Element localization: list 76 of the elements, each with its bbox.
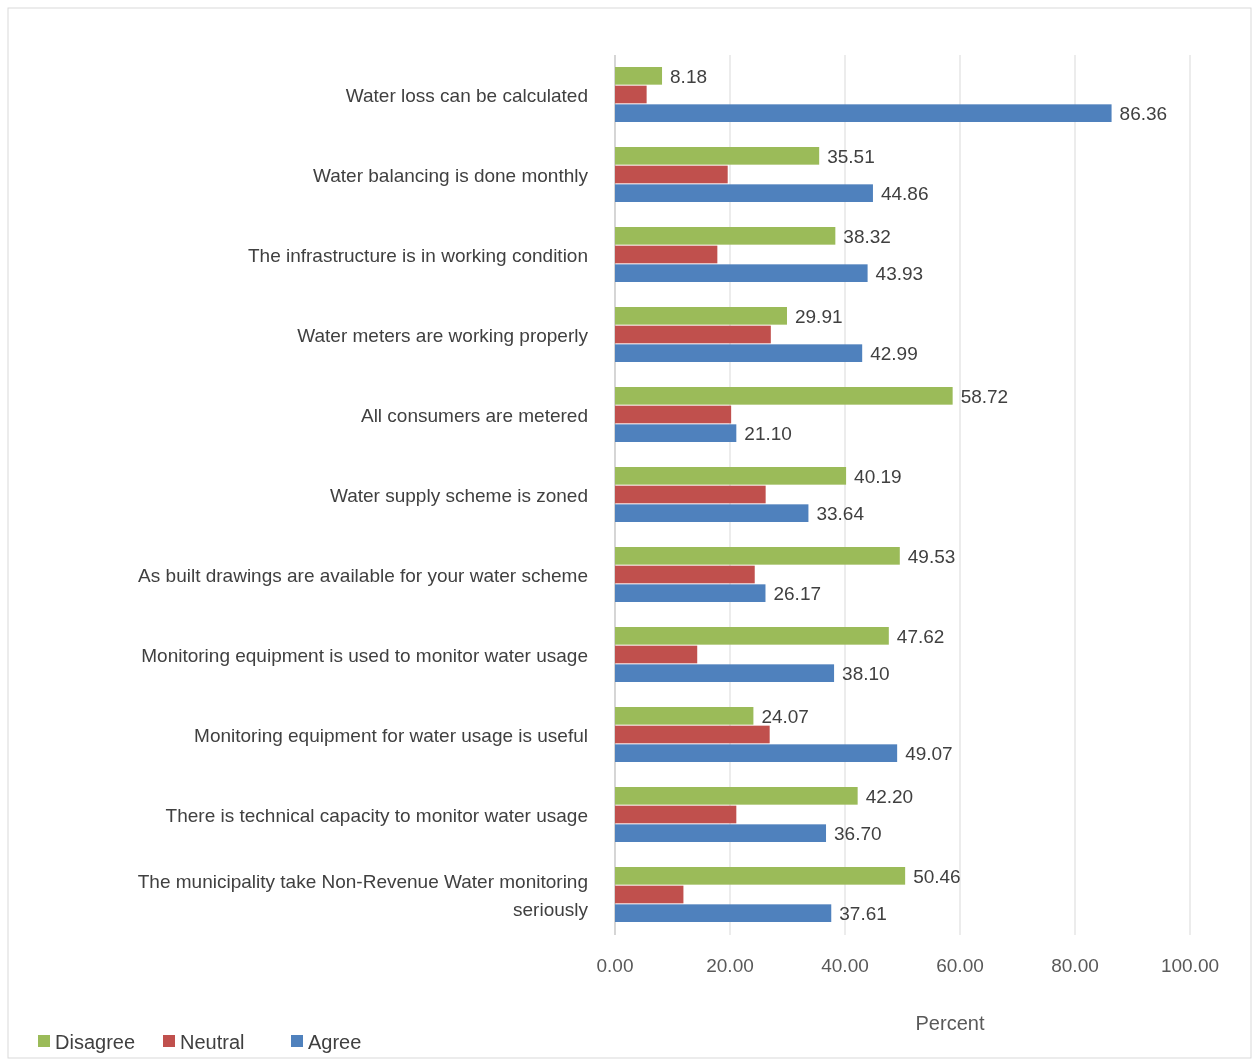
y-tick-label: Water balancing is done monthly (313, 164, 589, 186)
bar (615, 707, 754, 725)
y-tick-label: Water supply scheme is zoned (329, 484, 588, 506)
bar (615, 885, 684, 904)
bar (615, 627, 889, 645)
data-label: 42.99 (870, 343, 918, 365)
x-tick-label: 20.00 (706, 955, 754, 976)
data-label: 49.53 (907, 545, 956, 567)
bar (615, 405, 732, 424)
bar (615, 387, 953, 405)
y-tick-label: Monitoring equipment is used to monitor water usage (141, 644, 588, 666)
x-tick-label: 80.00 (1051, 955, 1099, 976)
bar (615, 805, 737, 824)
data-label: 58.72 (960, 385, 1009, 407)
data-label: 8.18 (670, 65, 708, 87)
bar (615, 725, 770, 744)
data-label: 42.20 (865, 785, 914, 807)
y-tick-label: There is technical capacity to monitor water usage (165, 804, 588, 826)
data-label: 37.61 (839, 903, 887, 925)
bar (615, 645, 698, 664)
bar (615, 485, 766, 504)
bar (615, 227, 836, 245)
bar (615, 85, 647, 104)
data-label: 36.70 (834, 823, 882, 845)
x-tick-label: 0.00 (596, 955, 634, 976)
bar (615, 744, 898, 762)
bar (615, 264, 868, 282)
legend-label: Disagree (55, 1031, 136, 1053)
bar (615, 104, 1112, 122)
bar (615, 325, 771, 344)
bar (615, 867, 906, 885)
bar (615, 547, 900, 565)
data-label: 21.10 (744, 423, 792, 445)
data-label: 49.07 (905, 743, 953, 765)
bar (615, 165, 728, 184)
data-label: 35.51 (827, 145, 875, 167)
x-tick-label: 100.00 (1160, 955, 1220, 976)
bar (615, 307, 787, 325)
data-label: 44.86 (880, 183, 929, 205)
data-label: 24.07 (761, 705, 809, 727)
bar (615, 904, 832, 922)
y-tick-label: Monitoring equipment for water usage is useful (194, 724, 588, 746)
bar (615, 565, 755, 584)
y-tick-label: All consumers are metered (360, 404, 588, 426)
y-tick-label: The infrastructure is in working condition (247, 244, 588, 266)
x-tick-label: 40.00 (821, 955, 869, 976)
y-tick-label: Water meters are working properly (297, 324, 589, 346)
bar (615, 824, 827, 842)
data-label: 26.17 (773, 583, 822, 605)
bar (615, 424, 737, 442)
data-label: 43.93 (875, 263, 924, 285)
legend-label: Agree (308, 1031, 362, 1053)
y-tick-label: The municipality take Non-Revenue Water monitoring seriously (137, 870, 589, 920)
data-label: 38.10 (842, 663, 890, 685)
data-label: 86.36 (1119, 103, 1168, 125)
bar (615, 344, 863, 362)
x-tick-label: 60.00 (936, 955, 984, 976)
bar (615, 67, 663, 85)
y-tick-label: Water loss can be calculated (345, 84, 588, 106)
data-label: 38.32 (843, 225, 891, 247)
bar (615, 467, 847, 485)
y-tick-label: As built drawings are available for your water scheme (138, 564, 588, 586)
bar (615, 147, 820, 165)
bar (615, 584, 766, 602)
data-label: 47.62 (896, 625, 945, 647)
bar (615, 184, 873, 202)
data-label: 40.19 (854, 465, 902, 487)
bar (615, 787, 858, 805)
data-label: 50.46 (913, 865, 961, 887)
data-label: 33.64 (816, 503, 865, 525)
bar (615, 245, 718, 264)
x-axis-title: Percent (915, 1012, 985, 1034)
legend-label: Neutral (180, 1031, 245, 1053)
bar (615, 664, 835, 682)
data-label: 29.91 (794, 305, 843, 327)
bar (615, 504, 809, 522)
